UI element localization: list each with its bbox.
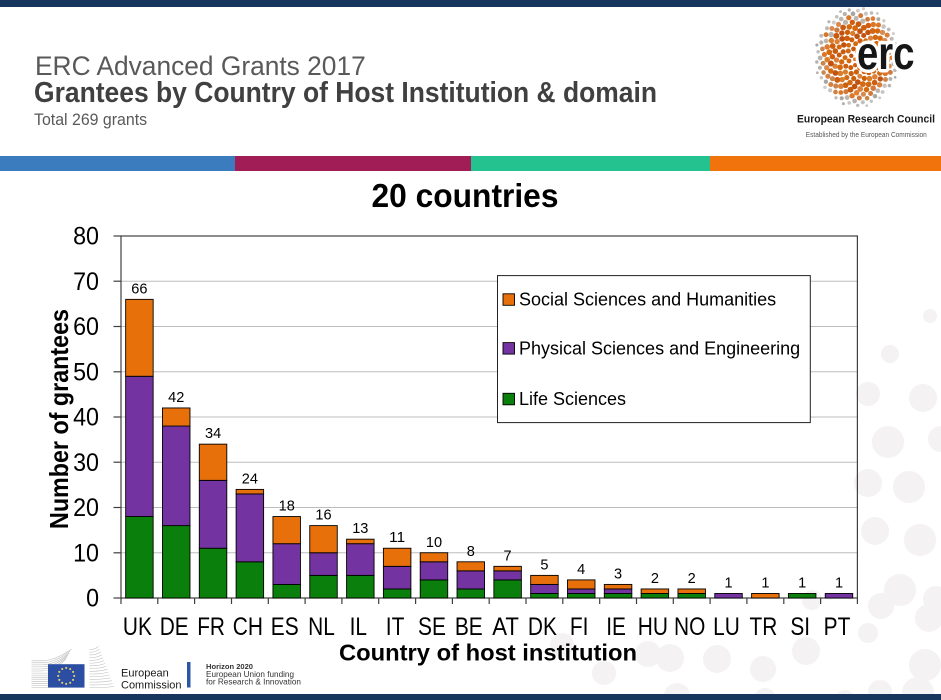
svg-text:30: 30: [73, 449, 99, 477]
svg-text:5: 5: [540, 556, 548, 573]
svg-text:42: 42: [168, 389, 184, 406]
svg-text:ES: ES: [271, 613, 299, 641]
svg-text:IT: IT: [386, 613, 405, 641]
svg-text:1: 1: [798, 575, 806, 592]
svg-text:24: 24: [242, 470, 258, 487]
svg-text:1: 1: [724, 575, 732, 592]
svg-text:10: 10: [73, 539, 99, 567]
svg-text:10: 10: [426, 534, 442, 551]
svg-text:Country of host institution: Country of host institution: [339, 640, 637, 666]
svg-text:7: 7: [504, 547, 512, 564]
svg-text:Commission: Commission: [121, 680, 182, 692]
svg-text:CH: CH: [233, 613, 263, 641]
svg-text:erc: erc: [857, 27, 915, 79]
svg-text:NO: NO: [674, 613, 705, 641]
svg-text:1: 1: [835, 575, 843, 592]
svg-text:Social Sciences and Humanities: Social Sciences and Humanities: [519, 290, 776, 310]
svg-text:50: 50: [73, 358, 99, 386]
svg-text:2: 2: [688, 570, 696, 587]
svg-text:34: 34: [205, 425, 221, 442]
svg-text:20 countries: 20 countries: [372, 177, 559, 214]
svg-text:European Union funding: European Union funding: [206, 669, 294, 679]
svg-text:for Research & Innovation: for Research & Innovation: [206, 677, 301, 687]
svg-text:40: 40: [73, 404, 99, 432]
svg-text:IE: IE: [606, 613, 626, 641]
svg-text:HU: HU: [638, 613, 668, 641]
svg-text:Life Sciences: Life Sciences: [519, 389, 626, 409]
svg-text:18: 18: [279, 498, 295, 515]
svg-text:20: 20: [73, 494, 99, 522]
svg-text:erc: erc: [857, 27, 915, 79]
svg-text:UK: UK: [123, 613, 152, 641]
svg-text:FI: FI: [570, 613, 589, 641]
svg-text:11: 11: [389, 529, 405, 546]
svg-text:3: 3: [614, 565, 622, 582]
svg-text:DE: DE: [160, 613, 189, 641]
svg-text:SE: SE: [418, 613, 446, 641]
svg-text:8: 8: [467, 543, 475, 560]
svg-text:BE: BE: [455, 613, 483, 641]
svg-text:SI: SI: [790, 613, 810, 641]
svg-text:4: 4: [577, 561, 585, 578]
svg-text:European: European: [121, 668, 169, 680]
svg-text:Physical Sciences and Engineer: Physical Sciences and Engineering: [519, 338, 800, 358]
svg-text:80: 80: [73, 223, 99, 251]
svg-text:60: 60: [73, 313, 99, 341]
svg-text:FR: FR: [197, 613, 225, 641]
svg-text:European Research Council: European Research Council: [797, 113, 935, 125]
svg-text:2: 2: [651, 570, 659, 587]
svg-text:PT: PT: [824, 613, 851, 641]
svg-text:NL: NL: [308, 613, 335, 641]
svg-text:13: 13: [352, 520, 368, 537]
svg-text:66: 66: [131, 280, 147, 297]
svg-text:IL: IL: [350, 613, 367, 641]
svg-text:Established by the European Co: Established by the European Commission: [806, 130, 927, 139]
svg-text:Number of grantees: Number of grantees: [44, 309, 74, 529]
svg-text:70: 70: [73, 268, 99, 296]
svg-text:AT: AT: [492, 613, 519, 641]
svg-text:0: 0: [86, 585, 99, 613]
svg-text:LU: LU: [713, 613, 740, 641]
svg-text:DK: DK: [528, 613, 557, 641]
svg-text:Horizon 2020: Horizon 2020: [206, 662, 253, 671]
svg-text:16: 16: [315, 507, 331, 524]
svg-text:TR: TR: [750, 613, 778, 641]
svg-text:1: 1: [761, 575, 769, 592]
